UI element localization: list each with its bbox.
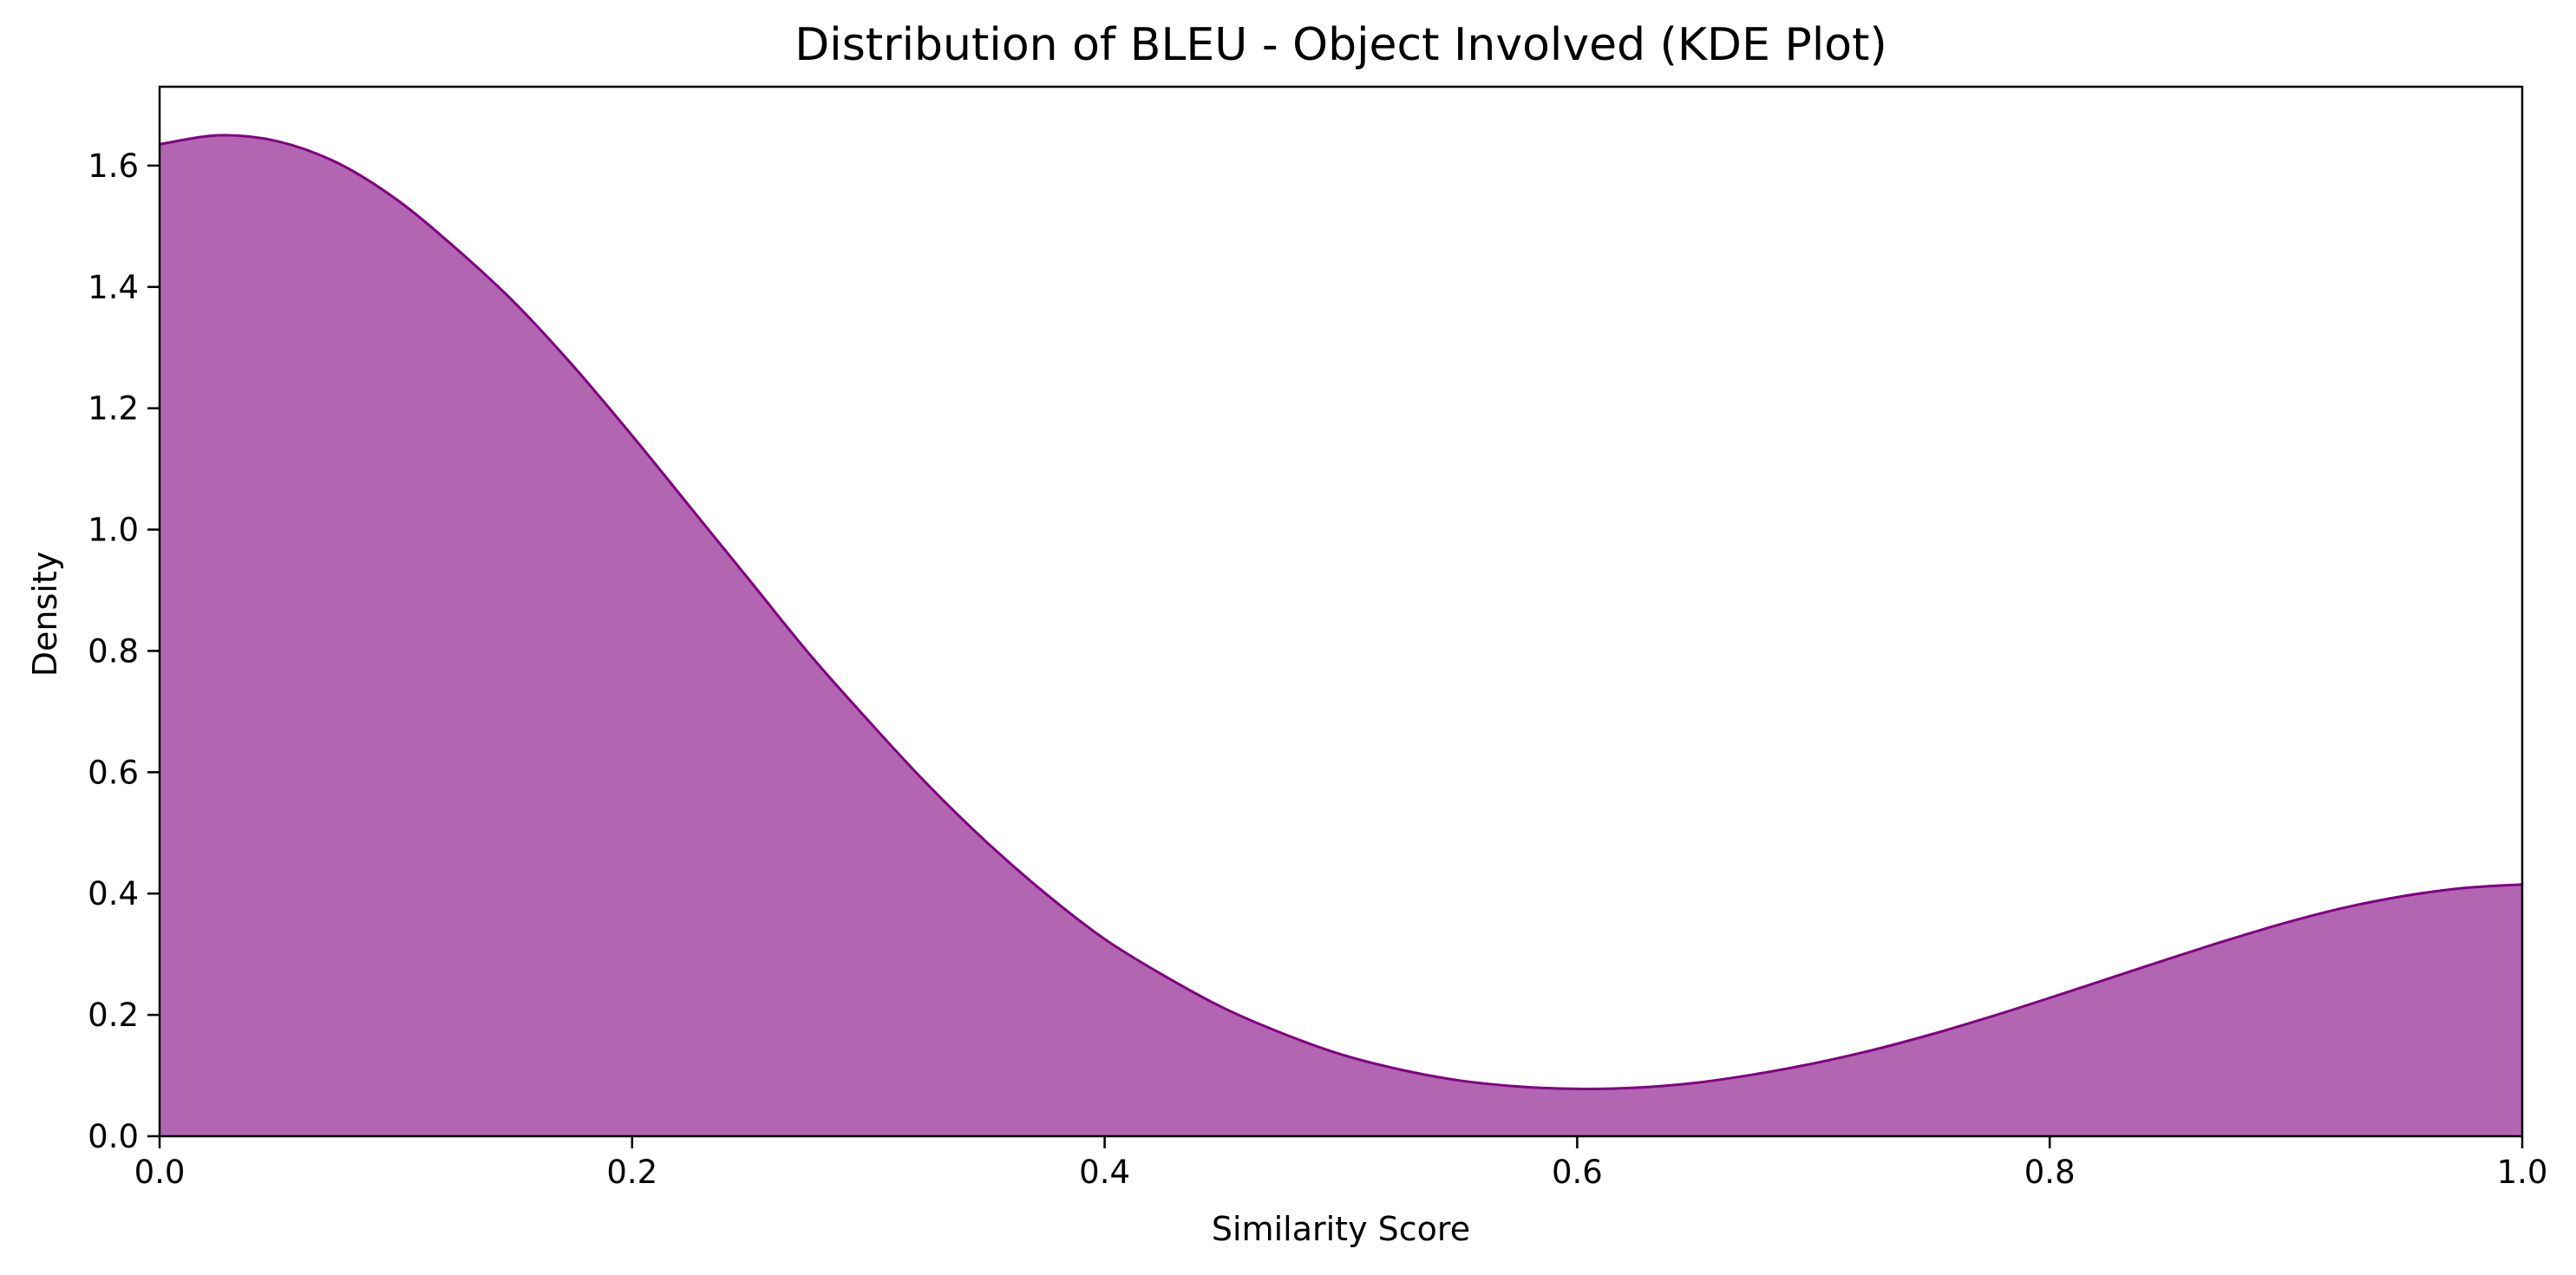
plot-area <box>159 134 2523 1137</box>
y-tick-label: 1.4 <box>88 269 139 306</box>
x-tick-label: 1.0 <box>2497 1154 2548 1191</box>
x-tick-label: 0.2 <box>606 1154 657 1191</box>
y-tick-label: 0.6 <box>88 754 139 791</box>
x-tick-label: 0.8 <box>2024 1154 2076 1191</box>
y-tick-label: 1.2 <box>88 390 139 428</box>
y-tick-label: 0.0 <box>88 1118 139 1155</box>
y-tick-label: 1.0 <box>88 512 139 549</box>
y-tick-label: 0.8 <box>88 632 139 670</box>
x-tick-label: 0.6 <box>1552 1154 1603 1191</box>
kde-area-fill <box>160 134 2522 1137</box>
axes-frame <box>158 85 2524 1138</box>
chart-title: Distribution of BLEU - Object Involved (… <box>794 19 1887 71</box>
axis-ticks: 0.0 0.2 0.4 0.6 0.8 1.0 0.0 0.2 0.4 0.6 0.8 1.0 1.2 1… <box>88 147 2547 1191</box>
x-tick-label: 0.4 <box>1079 1154 1130 1191</box>
y-tick-label: 0.4 <box>88 875 139 912</box>
x-tick-label: 0.0 <box>134 1154 186 1191</box>
y-tick-label: 1.6 <box>88 147 139 185</box>
kde-curve-line <box>159 134 2523 1090</box>
y-tick-label: 0.2 <box>88 997 139 1034</box>
x-axis-label: Similarity Score <box>1212 1210 1470 1248</box>
y-axis-label: Density <box>26 552 64 677</box>
